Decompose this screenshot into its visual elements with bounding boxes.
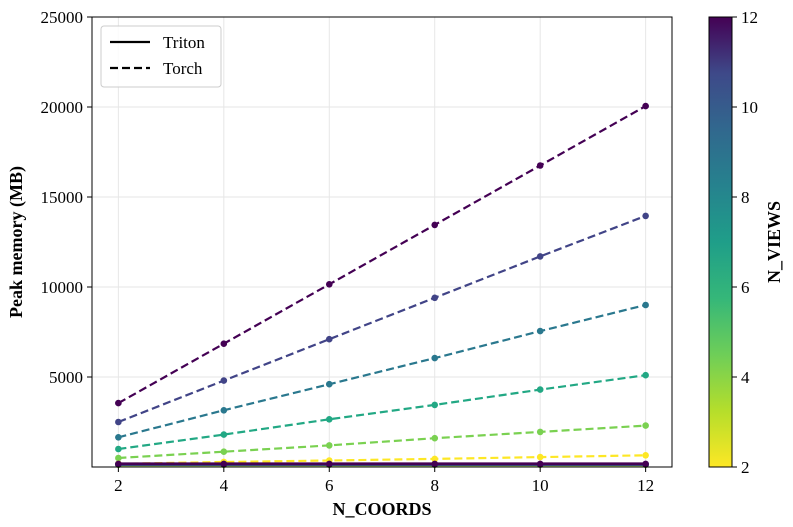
x-tick-label: 10 (532, 476, 549, 495)
data-point (220, 460, 228, 468)
series-line (118, 424, 646, 460)
data-point (431, 221, 439, 229)
y-tick-label: 15000 (41, 188, 84, 207)
data-point (642, 301, 649, 309)
x-tick-label: 12 (637, 476, 654, 495)
y-tick-label: 10000 (41, 278, 84, 297)
colorbar: 2 4 6 8 10 12 N_VIEWS (708, 8, 784, 477)
y-tick-label: 25000 (41, 8, 84, 27)
series-nviews-12-dashed (115, 102, 649, 407)
data-point (431, 354, 439, 362)
data-point (220, 340, 228, 348)
data-point (115, 460, 122, 468)
x-tick-label: 6 (325, 476, 334, 495)
colorbar-tick-label: 10 (741, 98, 758, 117)
x-tick-label: 2 (114, 476, 123, 495)
series-line (117, 105, 647, 405)
colorbar-title: N_VIEWS (764, 201, 784, 283)
x-tick-label: 4 (220, 476, 229, 495)
data-point (115, 454, 122, 462)
data-point (536, 253, 544, 260)
legend: Triton Torch (100, 25, 222, 88)
data-point (642, 452, 649, 459)
data-point (325, 442, 333, 449)
series-nviews-8-dashed (115, 301, 649, 441)
colorbar-tick-label: 6 (741, 278, 750, 297)
colorbar-tick-label: 8 (741, 188, 750, 207)
data-point (642, 212, 649, 220)
y-tick-label: 20000 (41, 98, 84, 117)
data-point (642, 460, 649, 468)
data-point (642, 371, 649, 379)
series-nviews-4-dashed (115, 422, 649, 462)
data-point (325, 460, 333, 468)
data-point (642, 102, 649, 110)
x-axis-title: N_COORDS (332, 499, 431, 519)
series-line (117, 214, 646, 424)
series-nviews-10-dashed (115, 212, 649, 426)
colorbar-tick-label: 2 (741, 458, 750, 477)
data-point (325, 281, 333, 288)
colorbar-tick-label: 12 (741, 8, 758, 27)
series-nviews-12-solid (115, 460, 649, 468)
data-point (431, 294, 439, 302)
x-axis: 2 4 6 8 10 12 (114, 467, 654, 495)
series-line (118, 303, 646, 439)
y-axis-title: Peak memory (MB) (6, 166, 27, 318)
data-point (220, 448, 228, 456)
data-point (536, 428, 544, 436)
series-nviews-6-dashed (115, 371, 649, 453)
plot-frame (91, 16, 673, 468)
data-point (325, 380, 333, 388)
data-point (115, 418, 122, 426)
legend-torch-label: Torch (163, 59, 203, 78)
data-point (431, 434, 439, 442)
data-point (325, 335, 333, 343)
series-line (118, 454, 646, 465)
data-point (431, 455, 439, 463)
x-tick-label: 8 (430, 476, 439, 495)
data-point (642, 422, 649, 429)
data-point (536, 162, 544, 169)
colorbar-ticks: 2 4 6 8 10 12 (732, 8, 758, 477)
data-point (431, 460, 439, 468)
series-layer (115, 102, 649, 469)
data-point (115, 445, 122, 453)
data-point (220, 377, 228, 384)
data-point (115, 434, 122, 441)
data-point (536, 453, 544, 461)
data-point (536, 386, 544, 393)
data-point (115, 399, 122, 407)
data-point (431, 401, 439, 409)
data-point (536, 327, 544, 335)
colorbar-tick-label: 4 (741, 368, 750, 387)
data-point (220, 431, 228, 438)
data-point (325, 416, 333, 423)
data-point (536, 460, 544, 468)
series-line (118, 374, 646, 451)
y-tick-label: 5000 (49, 368, 83, 387)
data-point (220, 407, 228, 414)
legend-triton-label: Triton (163, 33, 205, 52)
colorbar-gradient (708, 16, 733, 468)
y-axis: 5000 10000 15000 20000 25000 (41, 8, 92, 387)
